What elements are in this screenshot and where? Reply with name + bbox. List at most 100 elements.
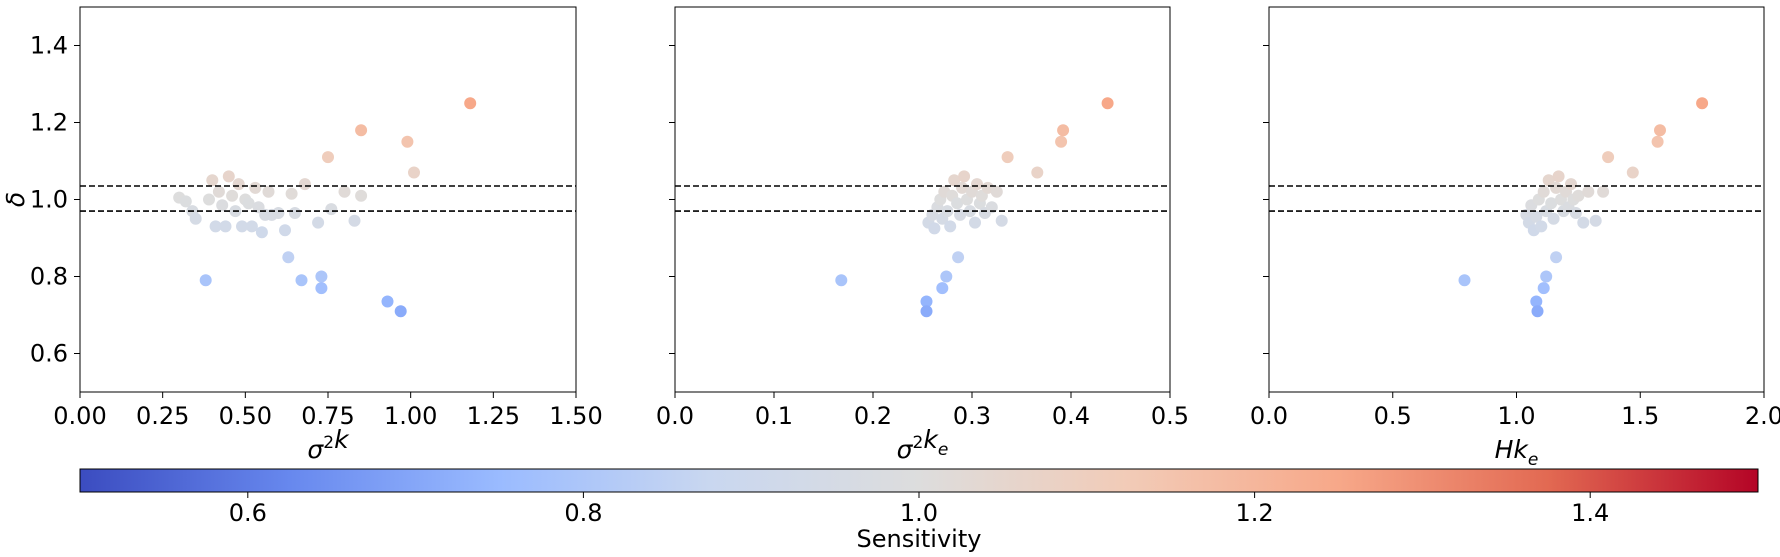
scatter-point <box>964 205 976 218</box>
scatter-point <box>1031 166 1044 179</box>
x-tick-label: 0.50 <box>219 402 272 430</box>
x-tick-label: 0.00 <box>53 402 106 430</box>
scatter-point <box>1535 220 1548 233</box>
scatter-point <box>464 97 477 110</box>
scatter-point <box>322 151 334 164</box>
colorbar-gradient <box>79 468 1759 493</box>
plot-frame <box>674 6 1171 393</box>
scatter-point <box>952 251 965 264</box>
x-tick-label: 0.75 <box>301 402 354 430</box>
scatter-point <box>315 282 328 295</box>
scatter-point <box>212 185 225 198</box>
scatter-point <box>1537 185 1550 198</box>
scatter-point <box>325 203 338 216</box>
scatter-point <box>1552 170 1565 183</box>
scatter-point <box>226 189 239 202</box>
scatter-point <box>199 274 212 287</box>
x-tick-label: 0.25 <box>136 402 189 430</box>
scatter-point <box>958 170 971 183</box>
scatter-point <box>1569 207 1582 219</box>
colorbar-tick-label: 1.0 <box>900 499 938 527</box>
plot-frame <box>1268 6 1765 393</box>
scatter-point <box>1550 251 1563 264</box>
scatter-point <box>272 207 285 219</box>
x-tick-label: 0.5 <box>1151 402 1189 430</box>
scatter-point <box>1530 210 1543 223</box>
x-tick-label: 0.1 <box>755 402 793 430</box>
x-tick-label: 0.5 <box>1374 402 1412 430</box>
scatter-point <box>216 199 229 212</box>
scatter-point <box>203 193 215 206</box>
scatter-point <box>956 181 969 194</box>
x-tick-label: 1.5 <box>1621 402 1659 430</box>
scatter-point <box>242 197 255 210</box>
scatter-point <box>1597 185 1610 198</box>
scatter-point <box>944 220 957 233</box>
scatter-point <box>948 174 961 187</box>
x-tick-label: 1.50 <box>549 402 602 430</box>
colorbar: 0.6 0.8 1.0 1.2 1.4 Sensitivity <box>79 468 1759 553</box>
scatter-points <box>835 97 1114 318</box>
scatter-point <box>1057 124 1070 137</box>
colorbar-tick-label: 1.2 <box>1236 499 1274 527</box>
scatter-point <box>1577 216 1590 229</box>
scatter-point <box>920 305 933 318</box>
scatter-panel-hke: 0.0 0.5 1.0 1.5 2.0 Hke <box>1250 6 1780 470</box>
scatter-point <box>990 185 1003 198</box>
scatter-point <box>928 222 941 235</box>
plot-frame <box>79 6 577 393</box>
scatter-points <box>173 97 477 318</box>
scatter-point <box>1101 97 1114 110</box>
scatter-point <box>1582 185 1595 198</box>
scatter-point <box>279 224 291 237</box>
scatter-points <box>1458 97 1709 318</box>
scatter-point <box>295 274 308 287</box>
scatter-point <box>209 220 222 233</box>
y-tick-label: 1.4 <box>30 32 68 60</box>
scatter-point <box>355 189 368 202</box>
scatter-point <box>971 178 983 191</box>
y-tick-label: 1.2 <box>30 109 68 137</box>
scatter-point <box>936 282 949 295</box>
scatter-point <box>1531 305 1544 318</box>
scatter-point <box>355 124 368 137</box>
scatter-point <box>408 166 420 179</box>
colorbar-label: Sensitivity <box>857 525 982 553</box>
scatter-point <box>1626 166 1639 179</box>
scatter-point <box>1545 197 1558 210</box>
x-axis-label: Hke <box>1495 435 1539 470</box>
scatter-point <box>381 295 394 308</box>
scatter-point <box>189 212 202 225</box>
scatter-point <box>1458 274 1471 287</box>
scatter-point <box>312 216 325 229</box>
y-tick-label: 0.8 <box>30 263 68 291</box>
scatter-point <box>1565 178 1577 191</box>
scatter-point <box>1055 135 1068 148</box>
x-axis-label: σ2ke <box>897 425 949 464</box>
scatter-point <box>298 178 311 191</box>
y-axis-label: δ <box>1 192 30 207</box>
scatter-point <box>1537 282 1550 295</box>
scatter-point <box>1547 212 1560 225</box>
colorbar-tick-label: 0.6 <box>229 499 267 527</box>
scatter-point <box>285 187 298 200</box>
x-axis-label: σ2k <box>307 425 350 464</box>
scatter-point <box>282 251 295 264</box>
y-tick-label: 1.0 <box>30 186 68 214</box>
scatter-point <box>219 220 232 233</box>
x-tick-label: 0.2 <box>854 402 892 430</box>
scatter-point <box>1589 214 1602 227</box>
scatter-point <box>1550 181 1563 194</box>
scatter-point <box>206 174 219 187</box>
scatter-point <box>1540 270 1553 283</box>
scatter-point <box>1572 189 1585 202</box>
x-tick-label: 0.3 <box>953 402 991 430</box>
scatter-point <box>951 197 964 210</box>
colorbar-tick-label: 1.4 <box>1571 499 1609 527</box>
scatter-point <box>179 195 192 208</box>
scatter-point <box>969 216 981 229</box>
colorbar-tick-label: 0.8 <box>564 499 602 527</box>
scatter-point <box>1654 124 1666 137</box>
x-tick-label: 1.25 <box>467 402 520 430</box>
